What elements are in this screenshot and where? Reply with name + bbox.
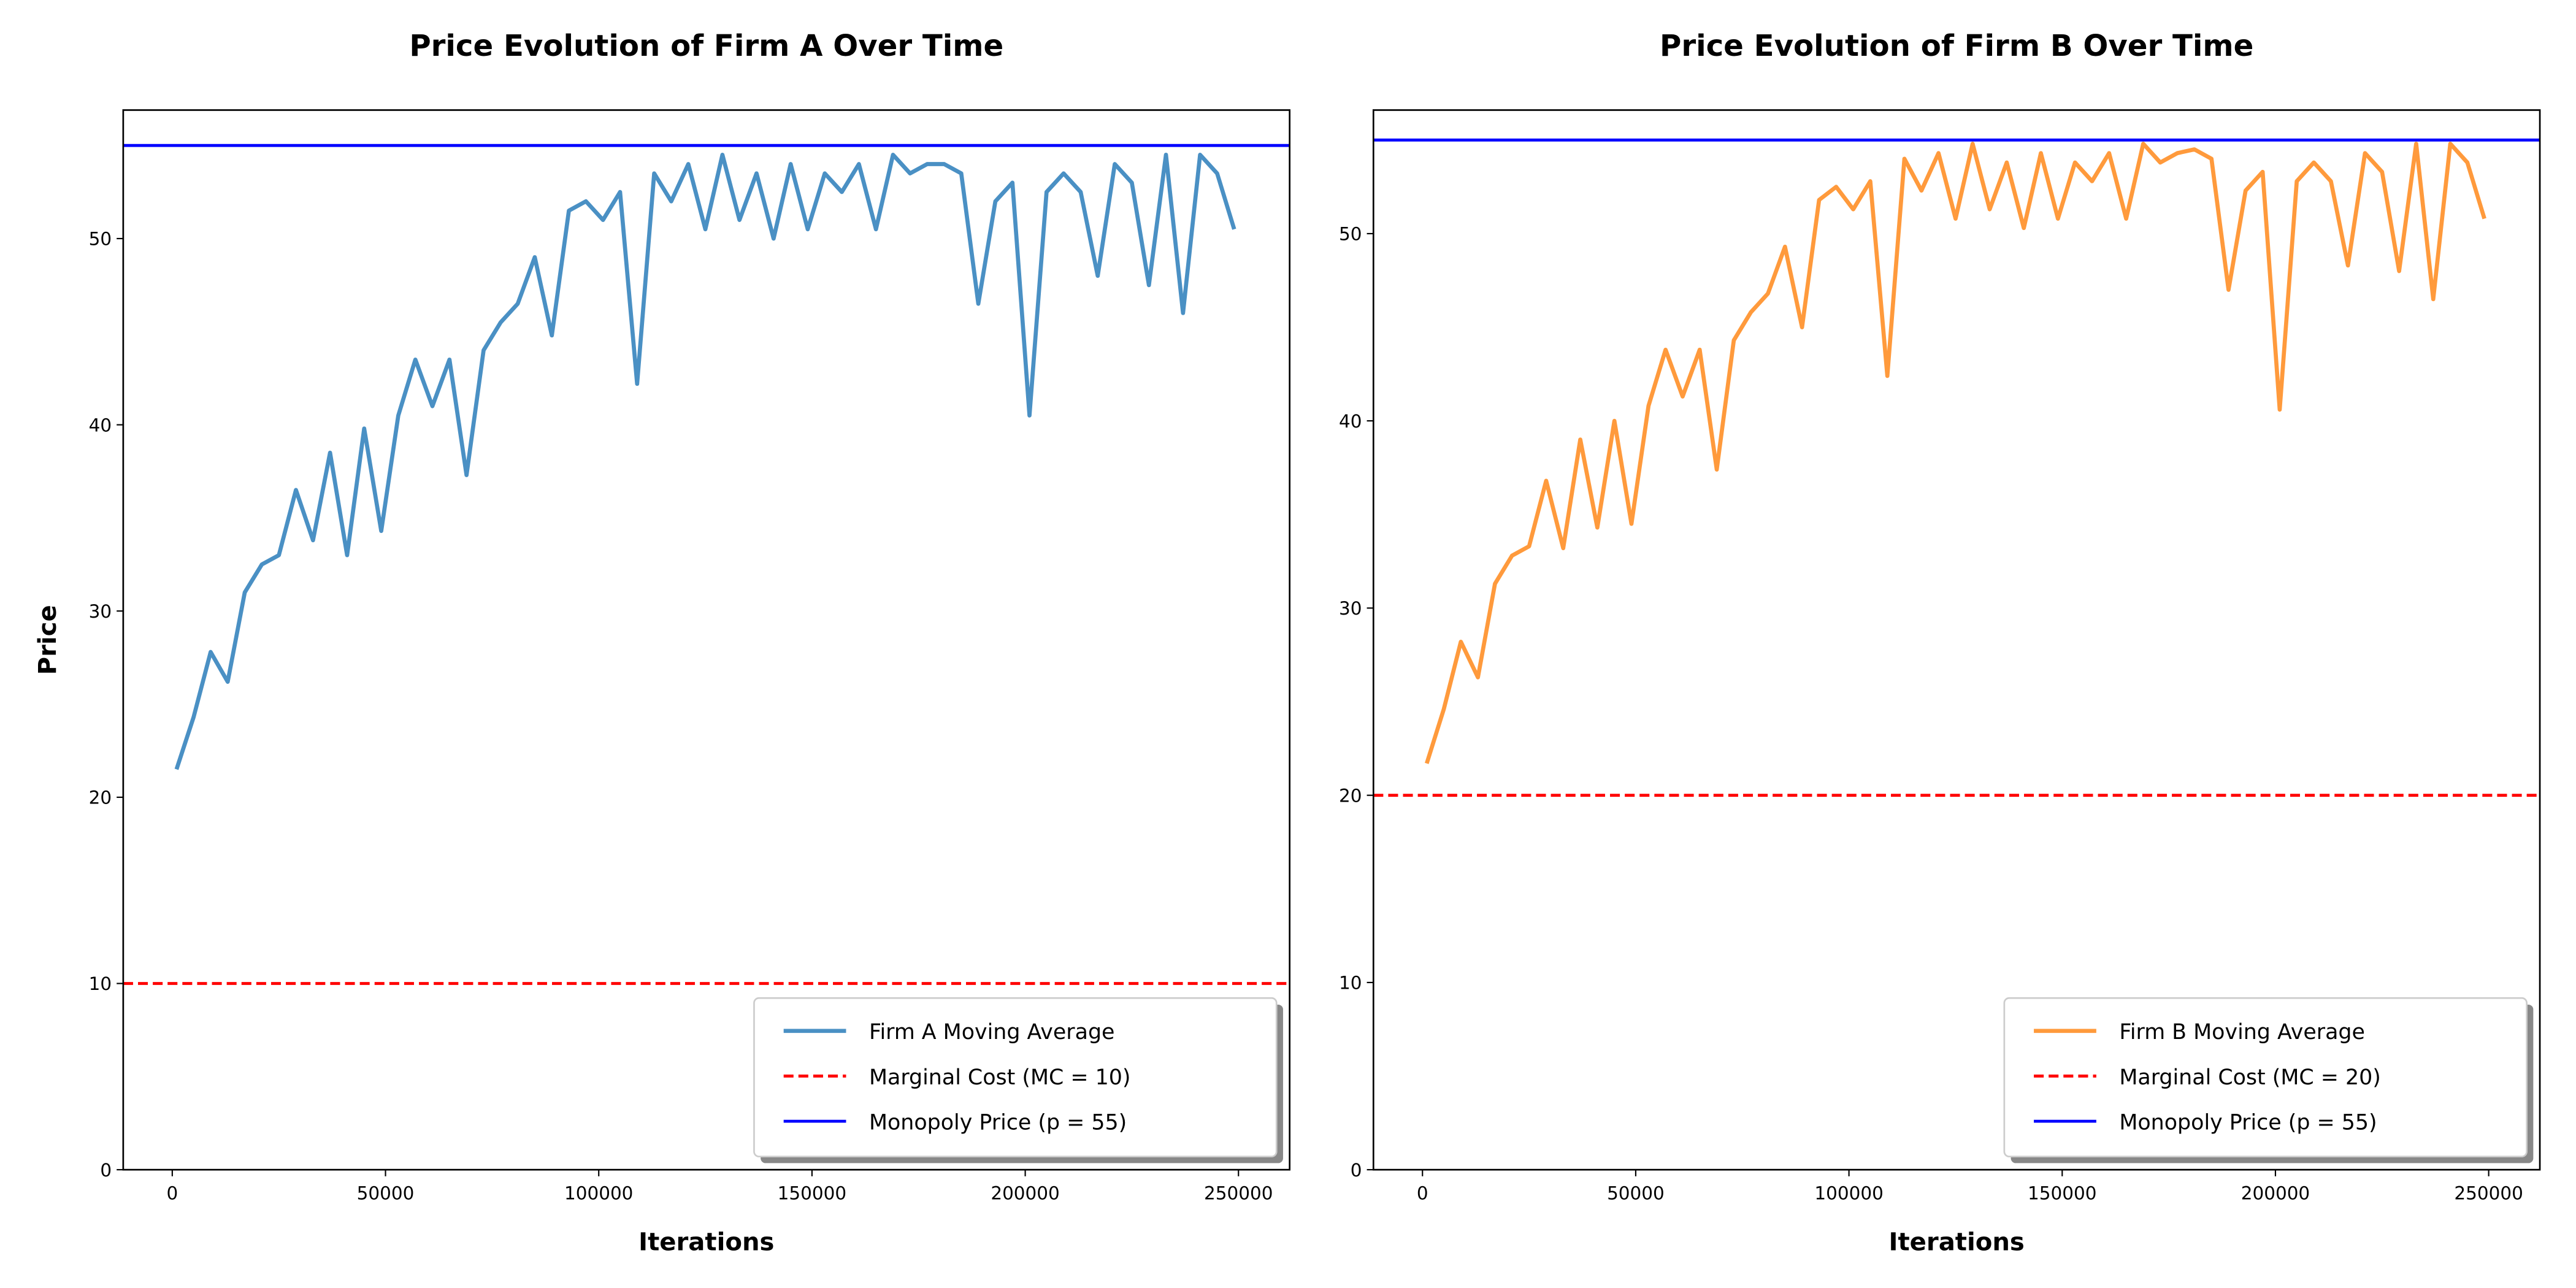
x-tick-label: 50000 [357, 1183, 415, 1203]
legend-label: Marginal Cost (MC = 20) [2119, 1065, 2381, 1090]
legend-label: Firm B Moving Average [2119, 1020, 2365, 1045]
y-axis-label: Price [34, 605, 62, 675]
y-tick-label: 10 [89, 973, 112, 994]
x-tick-label: 150000 [2028, 1183, 2096, 1203]
y-tick-label: 40 [1339, 411, 1362, 432]
y-tick-label: 20 [1339, 785, 1362, 806]
price-line [174, 152, 1236, 770]
chart-title: Price Evolution of Firm B Over Time [1660, 29, 2253, 63]
x-tick-label: 0 [1417, 1183, 1428, 1203]
x-tick-label: 150000 [778, 1183, 846, 1203]
y-tick-label: 10 [1339, 973, 1362, 994]
x-tick-label: 100000 [1814, 1183, 1883, 1203]
x-tick-label: 200000 [991, 1183, 1059, 1203]
y-tick-label: 0 [100, 1160, 112, 1181]
chart-title: Price Evolution of Firm A Over Time [409, 29, 1003, 63]
legend-label: Monopoly Price (p = 55) [869, 1111, 1127, 1135]
legend-box [2003, 997, 2528, 1158]
plot-area [123, 144, 1290, 985]
legend-box [753, 997, 1278, 1158]
x-axis-label: Iterations [1889, 1228, 2025, 1256]
plot-frame [1372, 109, 2541, 1171]
x-tick-label: 250000 [1204, 1183, 1273, 1203]
y-tick-label: 50 [1339, 224, 1362, 245]
y-tick-label: 40 [89, 415, 112, 435]
x-tick-label: 250000 [2454, 1183, 2523, 1203]
x-tick-label: 100000 [564, 1183, 633, 1203]
y-tick-label: 30 [1339, 598, 1362, 619]
x-tick-label: 0 [166, 1183, 178, 1203]
x-tick-label: 200000 [2241, 1183, 2310, 1203]
legend-label: Marginal Cost (MC = 10) [869, 1065, 1131, 1090]
y-tick-label: 30 [89, 601, 112, 622]
y-tick-label: 50 [89, 229, 112, 250]
x-tick-label: 50000 [1607, 1183, 1665, 1203]
price-line [1425, 142, 2486, 764]
x-axis-label: Iterations [638, 1228, 774, 1256]
legend-label: Monopoly Price (p = 55) [2119, 1111, 2377, 1135]
plot-frame [122, 109, 1291, 1171]
plot-area [1373, 138, 2540, 797]
y-tick-label: 0 [1351, 1160, 1362, 1181]
legend-label: Firm A Moving Average [869, 1020, 1115, 1045]
y-tick-label: 20 [89, 788, 112, 808]
